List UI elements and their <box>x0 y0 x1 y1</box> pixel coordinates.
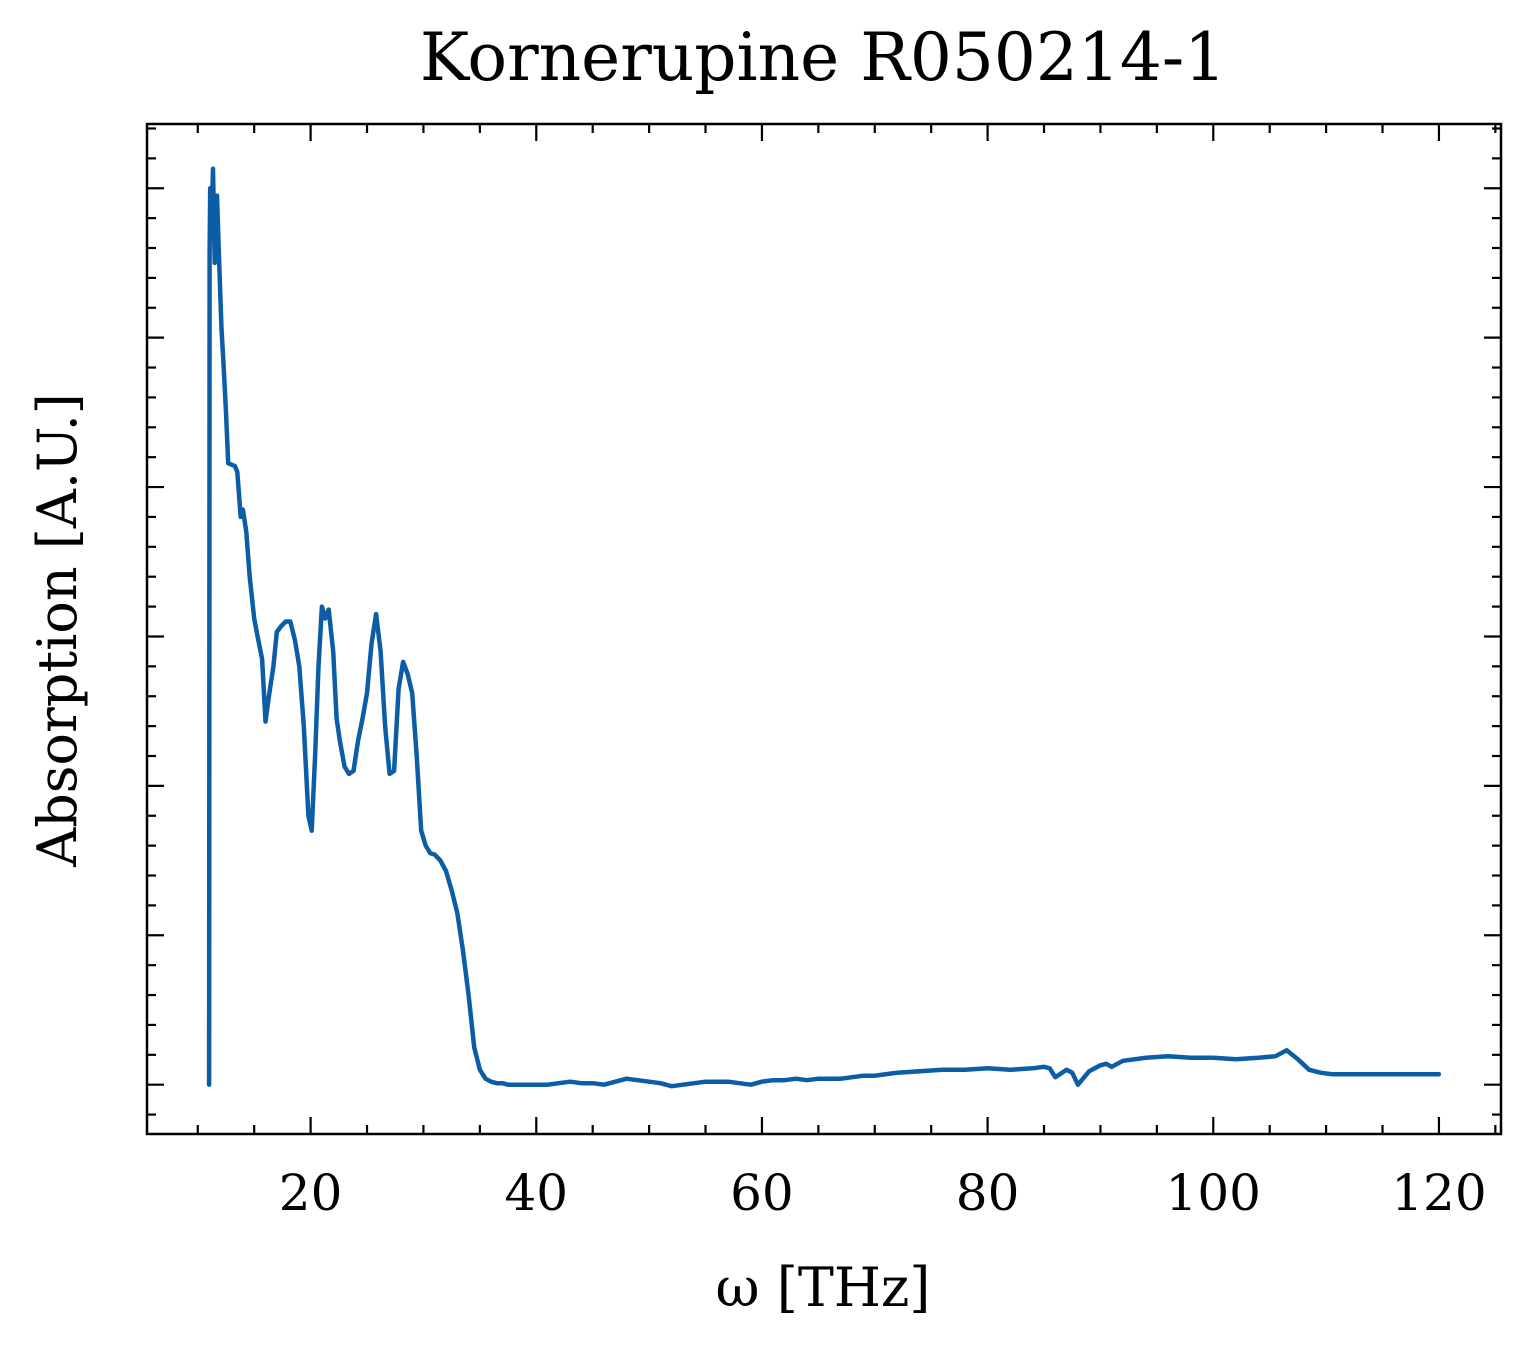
x-tick-label: 100 <box>1166 1164 1261 1222</box>
series-line <box>206 166 1442 1089</box>
x-axis-label: ω [THz] <box>716 1256 931 1319</box>
x-tick-label: 80 <box>956 1164 1020 1222</box>
x-tick-labels: 20 40 60 80 100 120 <box>279 1164 1487 1222</box>
x-tick-label: 40 <box>504 1164 568 1222</box>
plot-area <box>206 166 1442 1089</box>
x-tick-label: 120 <box>1391 1164 1486 1222</box>
plot-frame <box>145 122 1503 1136</box>
x-tick-label: 20 <box>279 1164 343 1222</box>
axis-ticks <box>147 124 1501 1134</box>
y-axis-label: Absorption [A.U.] <box>26 393 89 868</box>
chart-title: Kornerupine R050214-1 <box>420 19 1226 96</box>
x-tick-label: 60 <box>730 1164 794 1222</box>
